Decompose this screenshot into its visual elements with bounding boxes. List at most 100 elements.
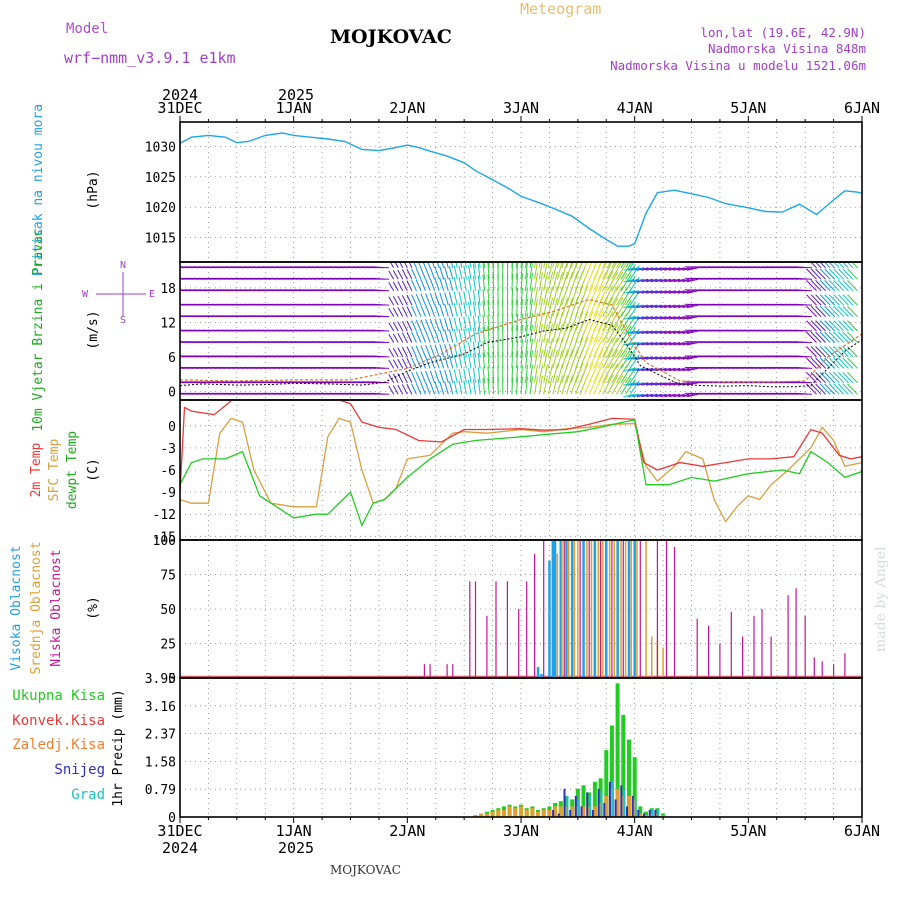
wind-arrow: [636, 278, 649, 283]
wind-arrow: [593, 310, 604, 332]
wind-arrow: [570, 262, 574, 268]
wind-arrow: [482, 326, 486, 343]
wind-arrow: [620, 262, 632, 280]
wind-arrow: [455, 262, 458, 268]
cloud-mid-bar: [624, 540, 627, 678]
cloud-low-bar: [429, 664, 431, 678]
wind-arrow: [468, 368, 472, 383]
wind-arrow: [547, 338, 553, 358]
precip-snow-bar: [637, 810, 640, 817]
cloud-high-bar: [553, 540, 557, 678]
precip-snow-bar: [597, 788, 600, 817]
wind-arrow: [616, 298, 628, 317]
wind-arrow: [682, 342, 694, 346]
wind-arrow: [429, 344, 436, 358]
wind-arrow: [650, 278, 663, 283]
wind-arrow: [659, 382, 672, 386]
wind-arrow: [448, 291, 454, 306]
wind-arrow: [794, 392, 813, 395]
wind-arrow: [566, 375, 574, 395]
wind-arrow: [833, 305, 845, 317]
wind-arrow: [487, 274, 490, 291]
wind-arrow: [463, 291, 467, 306]
wind-arrow: [520, 287, 523, 306]
wind-arrow: [520, 350, 523, 369]
wind-arrow: [602, 348, 614, 369]
compass-e-label: E: [149, 289, 155, 300]
wind-arrow: [388, 296, 395, 306]
wind-arrow: [625, 301, 636, 317]
wind-arrow: [625, 264, 636, 280]
wind-arrow: [794, 289, 813, 292]
precip-ytick-label: 3.16: [145, 700, 176, 715]
wind-arrow: [401, 346, 408, 358]
cloud-ytick-label: 100: [153, 534, 176, 549]
wind-arrow: [597, 362, 609, 384]
wind-arrow: [824, 320, 836, 332]
wind-arrow: [429, 293, 436, 306]
precip-frozen-bar: [547, 810, 552, 817]
wind-arrow: [566, 297, 574, 317]
wind-arrow: [641, 367, 654, 372]
wind-arrow: [444, 381, 449, 395]
wind-arrow: [434, 370, 440, 383]
wind-arrow: [815, 294, 826, 306]
cloud-low-bar: [742, 636, 744, 678]
wind-arrow: [677, 330, 690, 334]
wind-arrow: [497, 262, 499, 268]
wind-arrow: [602, 374, 614, 395]
wind-ytick-label: 12: [160, 316, 176, 331]
lonlat-label: lon,lat (19.6E, 42.9N): [700, 25, 866, 40]
wind-arrow: [420, 382, 426, 395]
wind-arrow: [847, 383, 858, 395]
wind-arrow: [833, 268, 845, 280]
wind-arrow: [488, 262, 490, 268]
wind-arrow: [420, 267, 426, 280]
wind-arrow: [453, 303, 458, 317]
wind-arrow: [593, 270, 604, 292]
wind-arrow: [547, 364, 553, 383]
cloud-ytick-label: 25: [160, 638, 176, 653]
precip-frozen-bar: [519, 806, 523, 817]
wind-arrow: [477, 263, 481, 280]
wind-arrow: [627, 278, 640, 283]
wind-arrow: [566, 262, 573, 280]
precip-total-bar: [604, 750, 609, 817]
wind-arrow: [392, 333, 399, 343]
wind-ylabel: 10m Vjetar Brzina i Pravac: [31, 228, 46, 432]
wind-arrow: [388, 322, 395, 332]
wind-arrow: [529, 287, 533, 306]
wind-arrow: [616, 376, 628, 395]
wind-arrow: [448, 266, 454, 280]
wind-arrow: [566, 271, 574, 291]
wind-arrow: [620, 300, 632, 317]
wind-arrow: [655, 304, 667, 309]
bottom-year-label-0: 2024: [162, 839, 198, 857]
wind-arrow: [606, 262, 618, 280]
cloud-low-bar: [543, 540, 545, 678]
wind-arrow: [616, 324, 628, 343]
wind-arrow: [458, 343, 463, 358]
wind-arrow: [520, 325, 523, 343]
wind-speed-line: [179, 318, 863, 388]
cloud-mid-bar: [602, 540, 604, 678]
cloud-low-bar: [611, 540, 613, 678]
wind-arrow: [371, 355, 390, 358]
wind-arrow: [434, 330, 440, 343]
wind-arrow: [487, 314, 490, 332]
wind-arrow: [397, 332, 404, 343]
compass-w-label: W: [82, 289, 89, 300]
cloud-low-bar: [821, 661, 823, 678]
wind-arrow: [406, 332, 413, 343]
wind-arrow: [516, 376, 519, 395]
wind-arrow: [448, 329, 454, 343]
wind-arrow: [842, 357, 854, 369]
wind-arrow: [425, 356, 431, 369]
temp-ytick-label: -3: [160, 442, 176, 457]
wind-arrow: [520, 339, 523, 357]
precip-snow-bar: [631, 795, 634, 817]
wind-arrow: [833, 294, 845, 306]
wind-arrow: [819, 346, 831, 358]
wind-arrow: [579, 336, 589, 358]
wind-arrow: [556, 338, 563, 358]
